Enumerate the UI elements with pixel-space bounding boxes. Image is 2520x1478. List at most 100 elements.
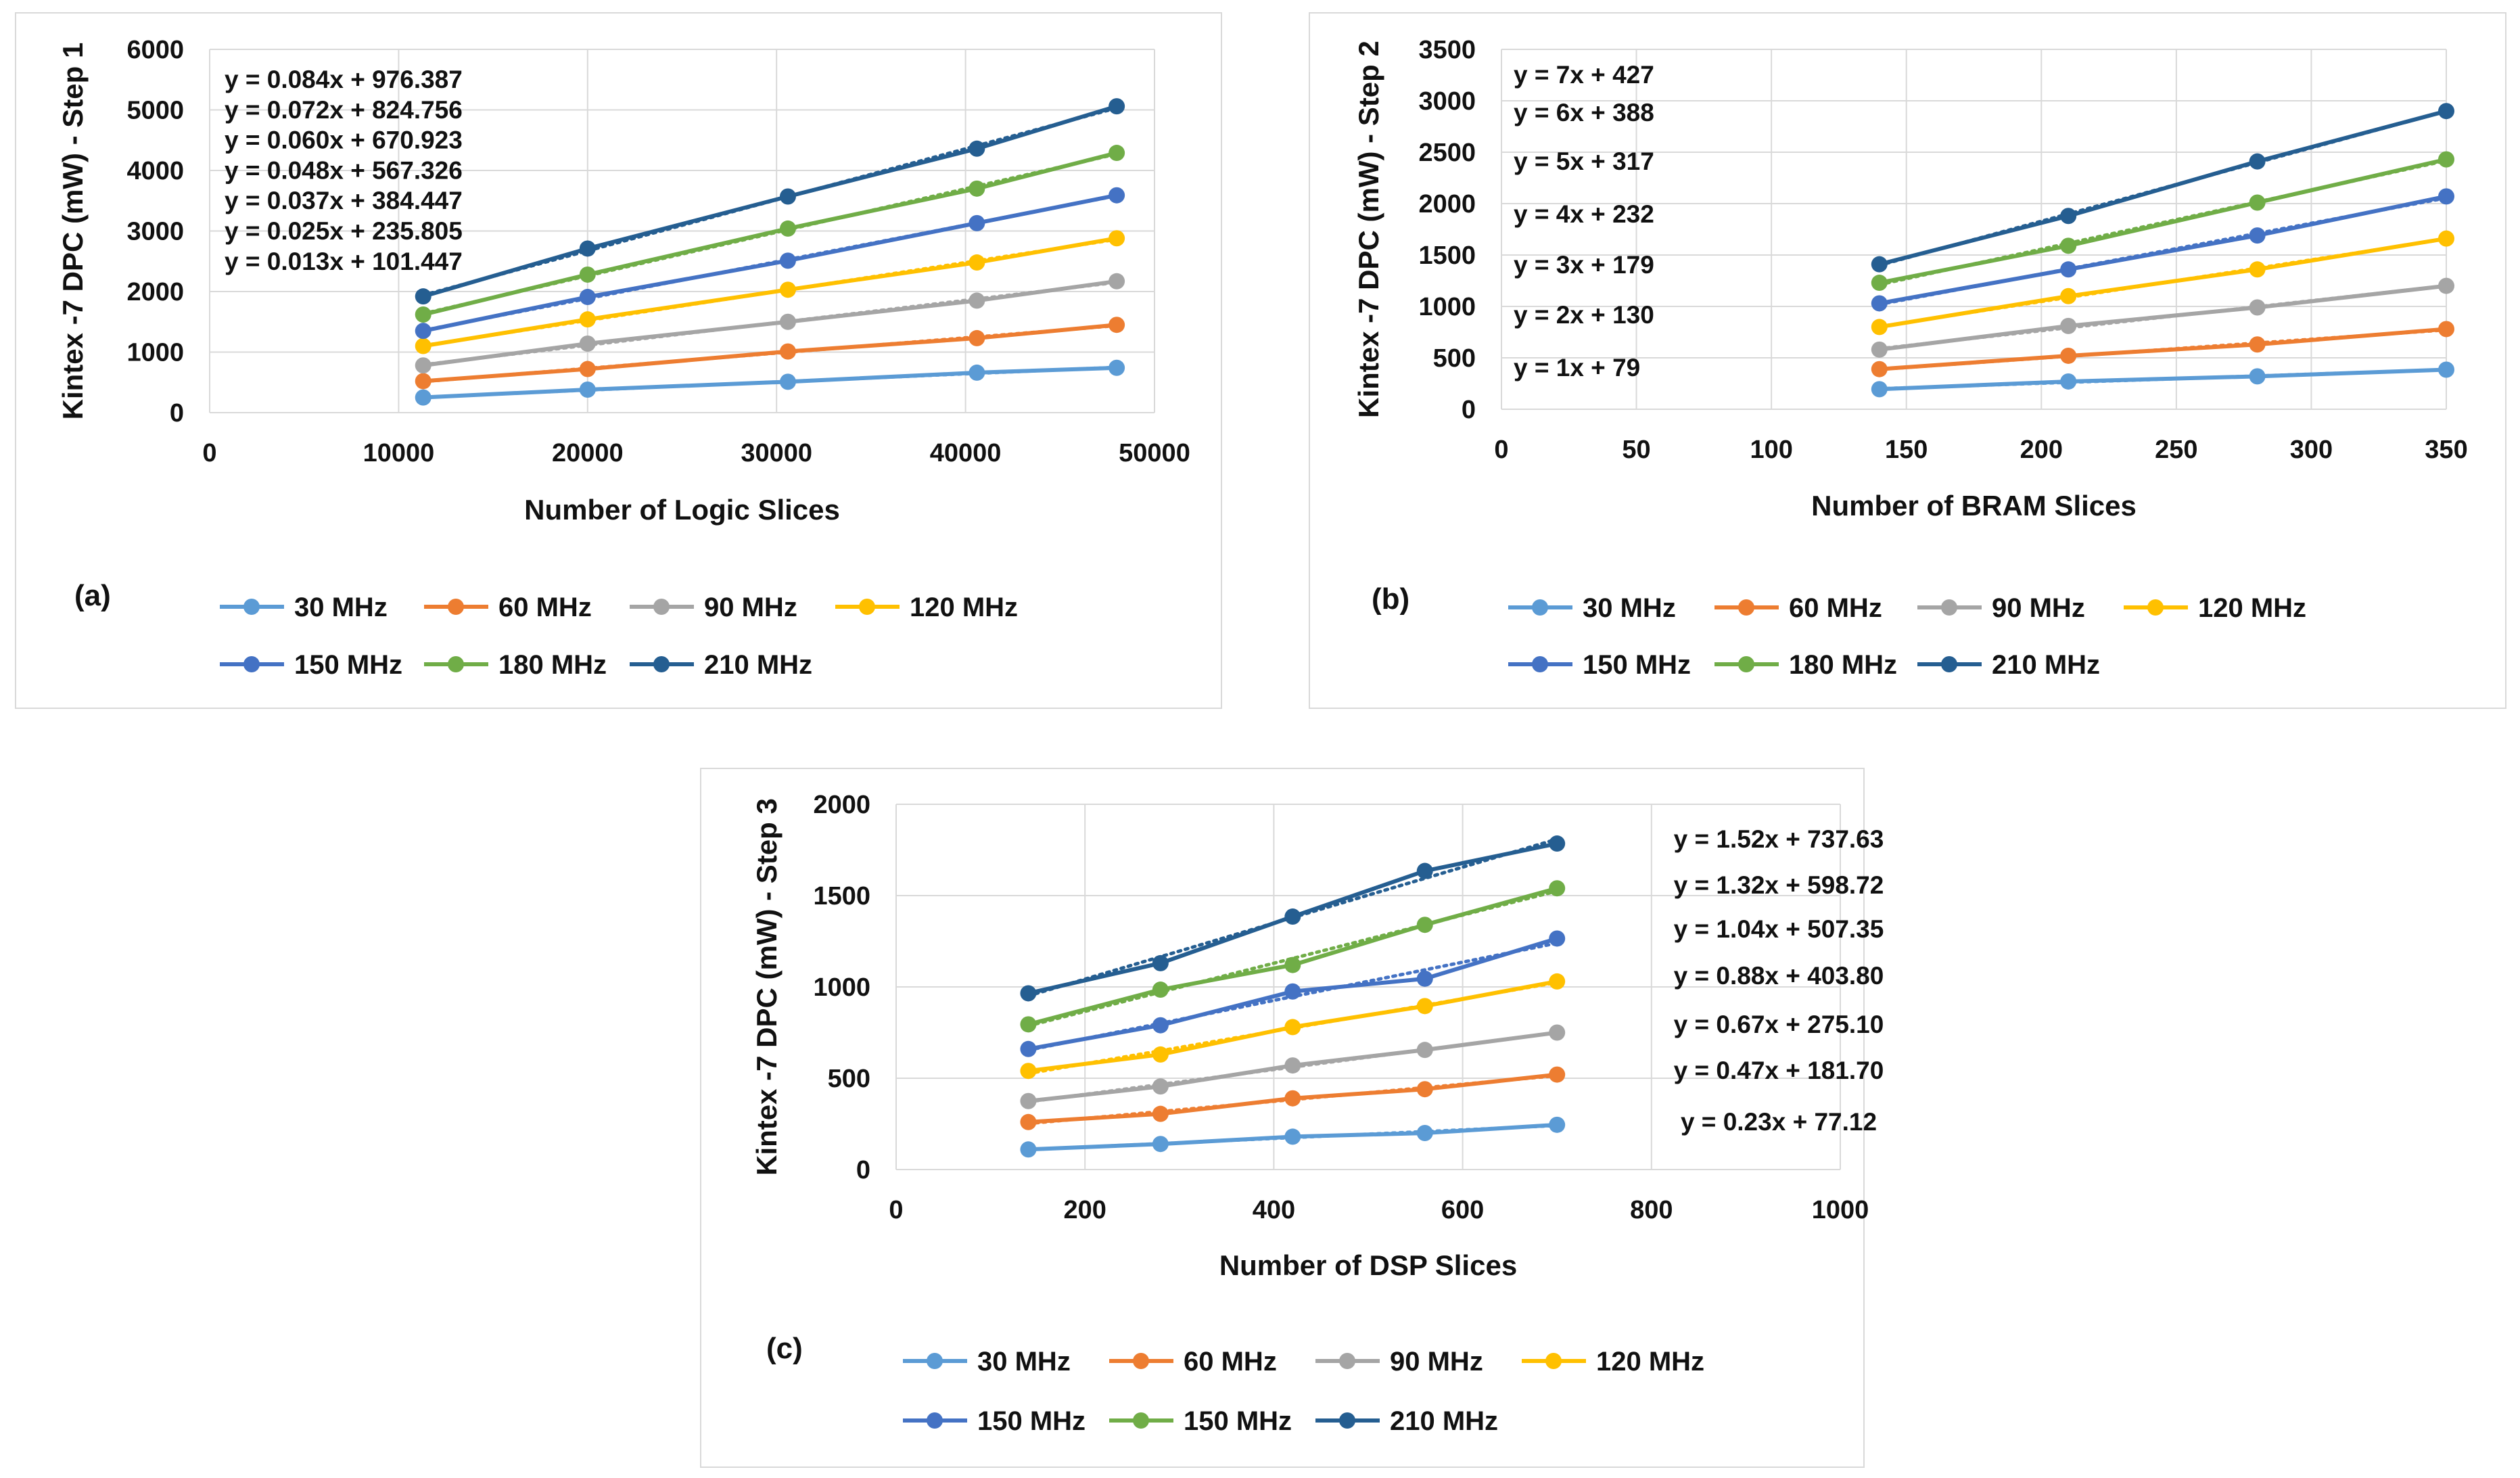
data-point bbox=[1020, 1113, 1037, 1130]
x-tick-label: 800 bbox=[1630, 1196, 1673, 1224]
data-point bbox=[779, 343, 796, 360]
legend-swatch-marker bbox=[1941, 656, 1957, 672]
legend-item: 210 MHz bbox=[1917, 650, 2100, 680]
legend-item: 90 MHz bbox=[630, 593, 797, 622]
series-line bbox=[1879, 236, 2447, 329]
legend-swatch-marker bbox=[859, 599, 875, 615]
data-point bbox=[1416, 970, 1433, 987]
y-tick-label: 6000 bbox=[126, 36, 184, 64]
data-point bbox=[779, 252, 796, 269]
x-tick-label: 40000 bbox=[930, 439, 1002, 467]
data-point bbox=[1549, 1066, 1566, 1083]
chart-panel-b bbox=[1309, 12, 2506, 709]
x-tick-label: 400 bbox=[1253, 1196, 1295, 1224]
legend-label: 120 MHz bbox=[1596, 1347, 1704, 1377]
series-line bbox=[1879, 283, 2447, 352]
x-tick-label: 0 bbox=[1494, 436, 1508, 464]
trendline-equation: y = 0.23x + 77.12 bbox=[1681, 1108, 1877, 1136]
x-axis-title: Number of Logic Slices bbox=[524, 494, 840, 526]
data-point bbox=[2438, 321, 2454, 338]
data-point bbox=[579, 335, 596, 352]
legend-label: 120 MHz bbox=[910, 593, 1018, 622]
data-point bbox=[1871, 295, 1888, 312]
data-point bbox=[579, 240, 596, 257]
legend-item: 210 MHz bbox=[1315, 1406, 1498, 1436]
x-tick-label: 200 bbox=[2020, 436, 2063, 464]
trendline-equation: y = 4x + 232 bbox=[1514, 200, 1654, 228]
legend-label: 150 MHz bbox=[294, 650, 402, 680]
data-point bbox=[1871, 341, 1888, 358]
legend-swatch-marker bbox=[1532, 656, 1548, 672]
y-tick-label: 4000 bbox=[126, 157, 184, 185]
data-point bbox=[2249, 153, 2266, 170]
data-point bbox=[2060, 261, 2077, 278]
series-line bbox=[1879, 194, 2447, 306]
data-point bbox=[1416, 1081, 1433, 1098]
y-tick-label: 1000 bbox=[1418, 293, 1476, 321]
data-point bbox=[1152, 1046, 1169, 1063]
trendline-equation: y = 5x + 317 bbox=[1514, 147, 1654, 175]
y-tick-label: 2000 bbox=[813, 791, 870, 819]
y-tick-label: 0 bbox=[170, 399, 184, 428]
series-line bbox=[1879, 367, 2447, 392]
data-point bbox=[579, 289, 596, 306]
y-axis-title: Kintex -7 DPC (mW) - Step 2 bbox=[1353, 41, 1384, 418]
x-axis-title: Number of BRAM Slices bbox=[1811, 490, 2137, 522]
legend-item: 30 MHz bbox=[220, 593, 388, 622]
legend-label: 210 MHz bbox=[704, 650, 812, 680]
trendline-equation: y = 0.048x + 567.326 bbox=[225, 156, 463, 184]
y-tick-label: 500 bbox=[1433, 344, 1476, 373]
legend-label: 210 MHz bbox=[1992, 650, 2100, 680]
data-point bbox=[1284, 908, 1301, 925]
data-point bbox=[579, 381, 596, 398]
data-point bbox=[1152, 1105, 1169, 1122]
data-point bbox=[1871, 319, 1888, 336]
y-axis-title: Kintex -7 DPC (mW) - Step 1 bbox=[57, 43, 89, 420]
data-point bbox=[2438, 188, 2454, 205]
data-point bbox=[2249, 194, 2266, 211]
legend-item: 90 MHz bbox=[1315, 1347, 1483, 1377]
legend-label: 180 MHz bbox=[1789, 650, 1897, 680]
panel-label: (c) bbox=[766, 1332, 803, 1365]
chart-a: 0 10000 20000 30000 40000 50000 0 1000 2000 3000 4… bbox=[57, 36, 1190, 680]
y-axis-title: Kintex -7 DPC (mW) - Step 3 bbox=[751, 798, 783, 1176]
series-line bbox=[1879, 327, 2447, 371]
chart-b: 0 50 100 150 200 250 300 3500500100015002000250… bbox=[1353, 36, 2468, 680]
data-point bbox=[2060, 237, 2077, 254]
data-point bbox=[415, 389, 431, 406]
data-point bbox=[1020, 1040, 1037, 1057]
x-tick-label: 150 bbox=[1885, 436, 1928, 464]
data-point bbox=[1549, 930, 1566, 947]
data-point bbox=[779, 220, 796, 237]
panel-label: (b) bbox=[1372, 582, 1409, 616]
legend-item: 30 MHz bbox=[1508, 593, 1676, 623]
x-tick-label: 0 bbox=[889, 1196, 903, 1224]
data-point bbox=[1871, 256, 1888, 273]
y-tick-label: 3000 bbox=[1418, 87, 1476, 116]
data-point bbox=[779, 281, 796, 298]
data-point bbox=[1549, 1024, 1566, 1041]
legend-swatch-marker bbox=[1941, 599, 1957, 616]
legend-label: 30 MHz bbox=[294, 593, 388, 622]
legend-item: 30 MHz bbox=[903, 1347, 1071, 1377]
data-point bbox=[1020, 1092, 1037, 1109]
data-point bbox=[1109, 145, 1125, 162]
legend-item: 60 MHz bbox=[424, 593, 592, 622]
data-point bbox=[415, 323, 431, 340]
data-point bbox=[2060, 287, 2077, 304]
x-tick-label: 30000 bbox=[741, 439, 812, 467]
legend-swatch-marker bbox=[243, 599, 260, 615]
data-point bbox=[779, 373, 796, 390]
legend-swatch-marker bbox=[1339, 1353, 1355, 1369]
data-point bbox=[1284, 1019, 1301, 1036]
series-line bbox=[1879, 157, 2447, 285]
data-point bbox=[969, 329, 985, 346]
data-point bbox=[1020, 1063, 1037, 1080]
legend-label: 120 MHz bbox=[2198, 593, 2306, 623]
data-point bbox=[1020, 985, 1037, 1002]
trendline-equation: y = 0.013x + 101.447 bbox=[225, 248, 463, 275]
legend-item: 60 MHz bbox=[1109, 1347, 1277, 1377]
data-point bbox=[2438, 103, 2454, 120]
trendline-equation: y = 6x + 388 bbox=[1514, 99, 1654, 126]
